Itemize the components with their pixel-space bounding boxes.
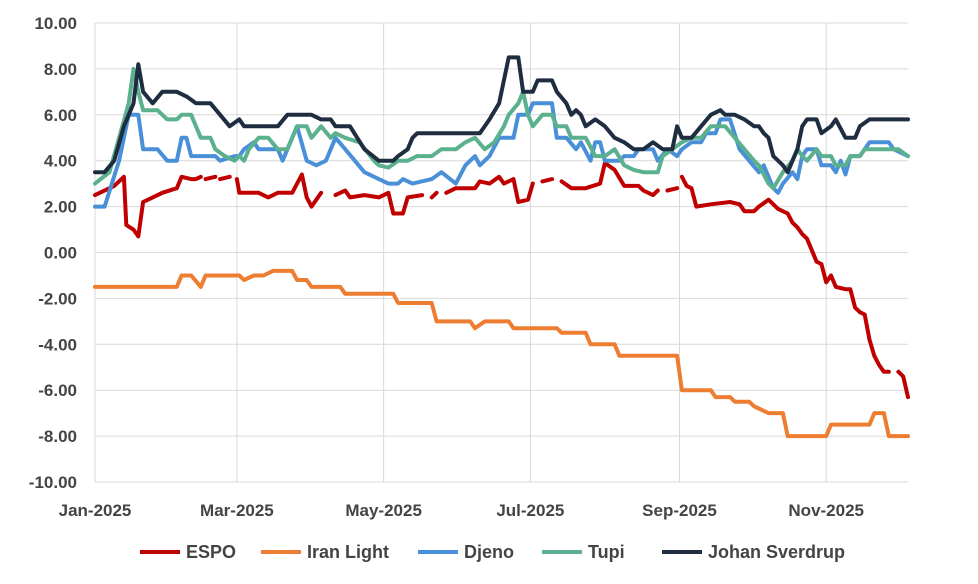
x-tick-label: Jan-2025 [59,501,132,520]
axes [94,23,908,483]
x-tick-label: May-2025 [345,501,422,520]
x-tick-label: Sep-2025 [642,501,717,520]
x-tick-label: Nov-2025 [788,501,864,520]
legend-label-djeno: Djeno [464,542,514,562]
y-tick-label: 0.00 [44,244,77,263]
legend-label-iran-light: Iran Light [307,542,389,562]
y-tick-label: 6.00 [44,106,77,125]
x-tick-label: Jul-2025 [496,501,564,520]
series-line-espo [93,161,910,400]
series-line-johan-sverdrup [93,55,910,175]
y-tick-label: -4.00 [38,335,77,354]
legend: ESPO Iran Light Djeno Tupi Johan Sverdrup [140,542,845,562]
y-tick-label: -2.00 [38,289,77,308]
legend-label-tupi: Tupi [588,542,625,562]
legend-label-johan-sverdrup: Johan Sverdrup [708,542,845,562]
y-tick-label: -10.00 [29,473,77,492]
x-tick-label: Mar-2025 [200,501,274,520]
legend-label-espo: ESPO [186,542,236,562]
y-axis-tick-labels: 10.00 8.00 6.00 4.00 2.00 0.00 -2.00 -4.00 -6.00… [29,14,77,492]
series-line-djeno [93,101,910,209]
series-lines [93,55,910,439]
y-tick-label: 8.00 [44,60,77,79]
y-tick-label: -8.00 [38,427,77,446]
x-axis-tick-labels: Jan-2025 Mar-2025 May-2025 Jul-2025 Sep-2025… [59,501,864,520]
y-tick-label: 2.00 [44,198,77,217]
y-tick-label: 10.00 [34,14,77,33]
y-tick-label: 4.00 [44,152,77,171]
y-tick-label: -6.00 [38,381,77,400]
series-line-iran-light [93,268,910,439]
